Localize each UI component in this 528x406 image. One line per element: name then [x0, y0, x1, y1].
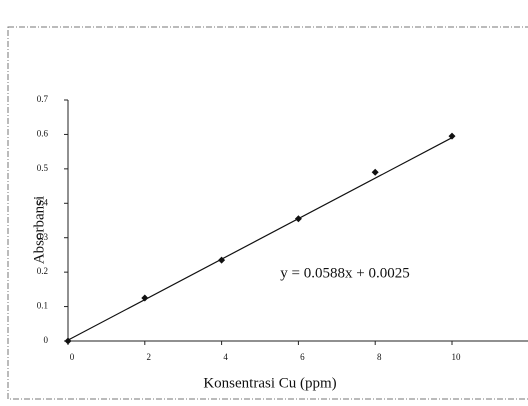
data-point	[64, 337, 72, 345]
x-tick-label: 2	[147, 352, 152, 362]
data-point	[141, 294, 149, 302]
x-axis-label: Konsentrasi Cu (ppm)	[203, 375, 336, 391]
data-point	[448, 132, 456, 140]
y-tick-label: 0.3	[37, 232, 49, 242]
data-point	[294, 215, 302, 223]
data-point	[371, 168, 379, 176]
y-axis-label: Absorbansi	[31, 196, 47, 264]
y-tick-label: 0.6	[37, 128, 49, 138]
trendline	[67, 137, 453, 341]
x-tick-label: 0	[70, 352, 75, 362]
x-tick-label: 6	[300, 352, 305, 362]
x-tick-label: 4	[223, 352, 228, 362]
y-tick-label: 0.4	[37, 197, 49, 207]
x-tick-label: 10	[452, 352, 462, 362]
x-tick-label: 8	[377, 352, 382, 362]
y-tick-label: 0.5	[37, 163, 49, 173]
y-tick-label: 0.7	[37, 94, 49, 104]
y-tick-label: 0.2	[37, 266, 48, 276]
y-tick-label: 0	[44, 335, 49, 345]
data-point	[218, 256, 226, 264]
frame	[7, 26, 528, 400]
y-tick-label: 0.1	[37, 301, 48, 311]
equation: y = 0.0588x + 0.0025	[280, 265, 409, 281]
